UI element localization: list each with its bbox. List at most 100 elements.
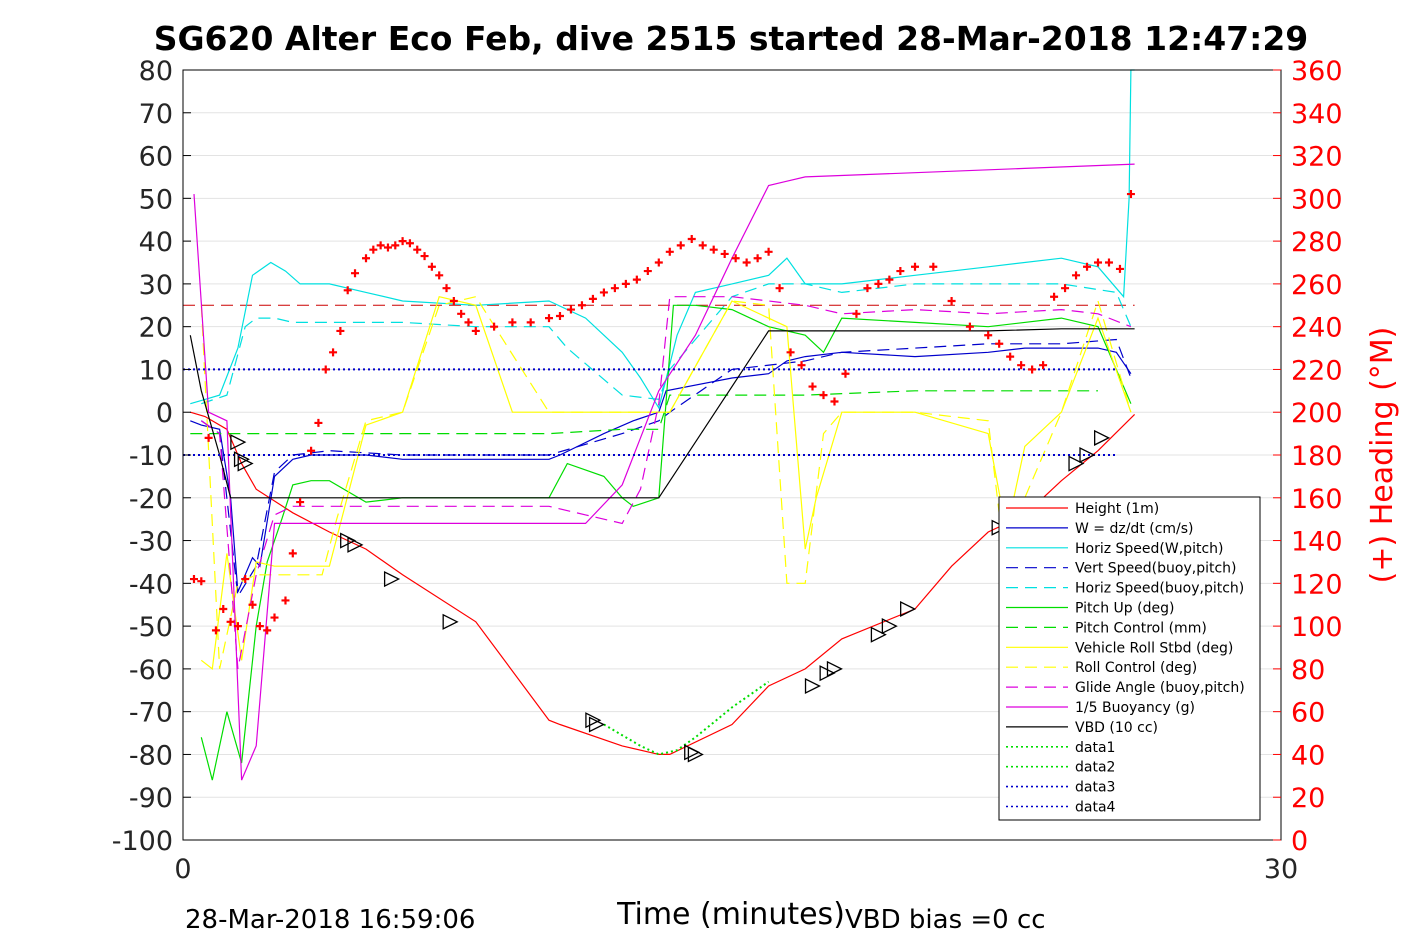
legend: Height (1m) W = dz/dt (cm/s) Horiz Speed(W… (998, 496, 1261, 821)
heading-point (797, 361, 806, 370)
heading-point (1094, 258, 1102, 267)
heading-point (1028, 365, 1037, 374)
y2-tick-label: 280 (1291, 227, 1343, 258)
chart-title: SG620 Alter Eco Feb, dive 2515 started 2… (154, 19, 1309, 58)
series-9 (200, 296, 1132, 670)
y-tick-label: 10 (139, 355, 173, 386)
heading-point (1039, 361, 1048, 370)
depth-marker (230, 434, 247, 451)
depth-marker (237, 455, 254, 472)
heading-point (545, 314, 553, 323)
y-tick-label: -10 (129, 441, 173, 472)
heading-point (643, 267, 652, 276)
heading-point (1115, 264, 1124, 273)
series-7 (200, 295, 1132, 671)
x-axis-label: Time (minutes) (616, 897, 845, 932)
y2-tick-label: 160 (1291, 484, 1343, 515)
legend-label: Glide Angle (buoy,pitch) (1075, 680, 1245, 696)
legend-label: Vehicle Roll Stbd (deg) (1075, 640, 1233, 656)
heading-point (1050, 292, 1059, 301)
legend-label: Roll Control (deg) (1075, 660, 1197, 676)
heading-point (211, 626, 220, 635)
heading-point (307, 446, 316, 455)
heading-point (698, 241, 707, 250)
y2-tick-label: 220 (1291, 355, 1343, 386)
heading-point (1006, 352, 1015, 361)
y2-tick-label: 0 (1291, 826, 1308, 857)
heading-point (255, 622, 264, 631)
heading-point (654, 258, 663, 267)
legend-label: W = dz/dt (cm/s) (1075, 521, 1194, 537)
heading-point (599, 288, 608, 297)
heading-point (383, 243, 392, 252)
heading-point (676, 241, 685, 250)
heading-point (449, 297, 458, 305)
depth-marker (1079, 446, 1096, 464)
y2-tick-label: 80 (1291, 655, 1325, 686)
heading-point (343, 286, 352, 295)
heading-point (874, 279, 883, 288)
depth-marker (870, 626, 887, 643)
y-tick-label: -50 (129, 612, 173, 643)
heading-point (376, 241, 385, 250)
series-10 (193, 163, 1135, 781)
legend-label: VBD (10 cc) (1075, 720, 1158, 736)
heading-point (665, 247, 674, 256)
series-2 (190, 69, 1135, 410)
heading-point (995, 339, 1004, 348)
heading-point (189, 575, 198, 584)
heading-point (720, 249, 729, 258)
heading-point (1072, 271, 1081, 280)
heading-points (189, 190, 1135, 635)
y2-tick-label: 120 (1291, 569, 1343, 600)
heading-point (270, 613, 279, 622)
y2-tick-label: 260 (1291, 270, 1343, 301)
heading-point (391, 241, 400, 250)
y-tick-label: 30 (139, 270, 173, 301)
heading-point (687, 234, 696, 243)
y-tick-label: -30 (129, 527, 173, 558)
heading-point (197, 577, 206, 586)
legend-label: Height (1m) (1075, 501, 1159, 517)
y2-tick-label: 40 (1291, 740, 1325, 771)
y2-tick-label: 340 (1291, 99, 1343, 130)
y-tick-label: -20 (129, 484, 173, 515)
depth-marker (585, 712, 602, 729)
heading-point (362, 254, 370, 263)
heading-point (248, 600, 257, 609)
y-tick-label: 20 (139, 313, 173, 344)
series-5 (200, 304, 1132, 781)
heading-point (965, 322, 974, 331)
heading-point (1104, 258, 1113, 267)
y-tick-label: 70 (139, 99, 173, 130)
legend-label: data3 (1075, 780, 1115, 796)
heading-point (911, 262, 919, 271)
depth-marker (347, 536, 364, 553)
heading-point (775, 284, 784, 293)
depth-markers (230, 429, 1111, 763)
depth-marker (233, 451, 251, 468)
y2-tick-label: 320 (1291, 142, 1343, 173)
depth-marker (383, 571, 401, 588)
heading-point (819, 391, 828, 400)
heading-point (731, 254, 740, 263)
series-8 (200, 296, 1132, 670)
y-tick-label: -80 (129, 740, 173, 771)
heading-point (863, 284, 872, 293)
heading-point (405, 239, 414, 248)
heading-point (896, 267, 905, 276)
series-0 (190, 411, 1136, 756)
footer-timestamp: 28-Mar-2018 16:59:06 (185, 905, 475, 935)
heading-point (263, 626, 272, 635)
heading-point (1126, 190, 1135, 199)
legend-label: data4 (1075, 800, 1116, 816)
heading-point (204, 433, 213, 442)
series-1 (190, 347, 1132, 593)
y2-tick-label: 20 (1291, 783, 1325, 814)
heading-point (841, 369, 850, 378)
heading-point (632, 275, 641, 284)
heading-point (764, 247, 773, 256)
heading-point (526, 318, 535, 327)
legend-label: Vert Speed(buoy,pitch) (1075, 561, 1237, 577)
series-11 (189, 328, 1135, 499)
